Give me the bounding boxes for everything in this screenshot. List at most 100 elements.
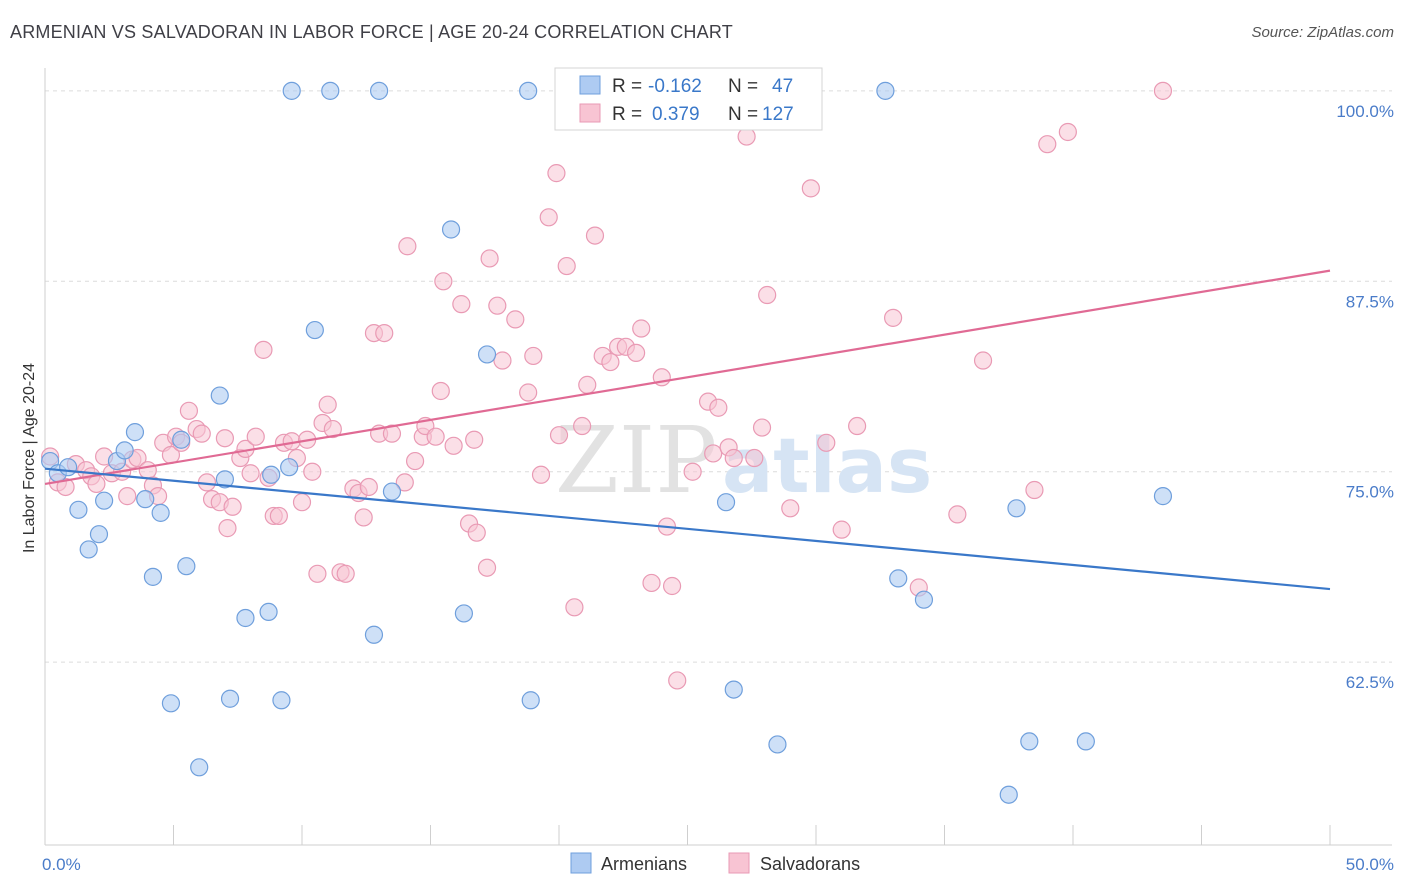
salvadorans-point <box>642 573 661 593</box>
armenians-r-label: R = <box>612 76 642 97</box>
armenians-point <box>280 458 299 477</box>
armenians-point <box>151 503 170 522</box>
armenians-point <box>172 430 191 449</box>
salvadorans-point <box>426 427 445 446</box>
x-tick-label: 50.0% <box>1346 855 1394 874</box>
salvadorans-point <box>973 351 993 370</box>
armenians-point <box>914 590 934 609</box>
armenians-n-label: N = <box>728 76 758 97</box>
salvadorans-point <box>405 451 425 471</box>
salvadorans-point <box>359 477 378 497</box>
armenians-point <box>889 569 908 588</box>
salvadorans-point <box>56 477 75 497</box>
armenians-point <box>382 482 402 501</box>
armenians-point <box>210 386 229 405</box>
stats-legend: R = -0.162 N = 47 R = 0.379 N = 127 <box>554 67 823 131</box>
armenians-point <box>370 81 389 100</box>
salvadorans-point <box>254 340 273 359</box>
salvadorans-point <box>192 424 211 443</box>
salvadorans-point <box>444 436 463 455</box>
salvadorans-point <box>573 416 592 436</box>
salvadorans-point <box>848 416 867 436</box>
salvadorans-point <box>477 558 497 577</box>
salvadorans-point <box>565 598 584 617</box>
armenians-point <box>161 694 181 713</box>
armenians-point <box>272 691 291 710</box>
armenians-point <box>1153 487 1173 506</box>
salvadorans-point <box>883 308 903 327</box>
salvadorans-point <box>395 473 414 492</box>
armenians-point <box>190 758 209 777</box>
salvadorans-point <box>303 462 322 481</box>
salvadorans-point <box>1038 135 1057 154</box>
salvadorans-r-label: R = <box>612 104 642 125</box>
armenians-point <box>59 458 78 477</box>
salvadorans-point <box>547 164 566 183</box>
armenians-trend-line <box>44 467 1331 591</box>
salvadorans-point <box>493 351 512 370</box>
armenians-point <box>441 220 461 239</box>
salvadorans-point <box>745 448 764 468</box>
armenians-point <box>519 81 538 100</box>
salvadorans-point <box>817 433 836 452</box>
salvadorans-point <box>524 346 543 366</box>
armenians-point <box>1020 732 1039 751</box>
armenians-point <box>95 491 114 510</box>
y-tick-label: 100.0% <box>1336 102 1394 121</box>
salvadorans-point <box>292 493 312 512</box>
salvadorans-point <box>375 323 394 343</box>
salvadorans-point <box>683 462 702 481</box>
y-axis-label: In Labor Force | Age 20-24 <box>21 363 38 553</box>
salvadorans-point <box>323 419 342 439</box>
salvadorans-point <box>724 448 743 468</box>
armenians-point <box>143 567 163 586</box>
armenians-point <box>69 500 88 519</box>
salvadorans-point <box>465 430 484 449</box>
salvadorans-point <box>218 519 237 538</box>
salvadorans-point <box>179 401 199 420</box>
salvadorans-point <box>531 465 551 484</box>
salvadorans-point <box>138 461 157 480</box>
salvadorans-n-label: N = <box>728 104 758 125</box>
salvadorans-point <box>709 398 728 417</box>
armenians-point <box>521 691 540 710</box>
salvadorans-point <box>336 564 355 583</box>
salvadorans-point <box>632 319 651 338</box>
salvadorans-point <box>539 208 558 227</box>
source-label: Source: ZipAtlas.com <box>1251 24 1394 41</box>
salvadorans-point <box>246 427 265 446</box>
salvadorans-point <box>519 383 538 402</box>
armenians-point <box>215 470 234 489</box>
salvadorans-point <box>87 474 106 494</box>
legend-salvadorans-swatch <box>728 852 750 874</box>
armenians-point <box>716 493 736 512</box>
salvadorans-point <box>480 249 499 268</box>
armenians-point <box>79 540 98 559</box>
armenians-point <box>364 625 384 644</box>
salvadorans-point <box>662 576 682 596</box>
armenians-point <box>999 785 1018 804</box>
trend-lines <box>44 269 1331 591</box>
salvadorans-point <box>781 499 800 518</box>
salvadorans-point <box>758 285 777 305</box>
armenians-point <box>115 441 134 460</box>
armenians-point <box>177 557 196 576</box>
salvadorans-point <box>601 352 620 372</box>
series-legend: Armenians Salvadorans <box>570 852 860 874</box>
armenians-point <box>321 81 340 100</box>
salvadorans-point <box>215 429 234 448</box>
legend-armenians-swatch <box>570 852 592 874</box>
armenians-point <box>136 490 155 509</box>
armenians-point <box>236 608 255 628</box>
salvadorans-r-value: 0.379 <box>652 104 700 125</box>
salvadorans-point <box>557 256 576 276</box>
salvadorans-point <box>1058 122 1077 142</box>
armenians-point <box>305 320 324 340</box>
salvadorans-point <box>549 426 569 445</box>
salvadorans-point <box>704 444 723 463</box>
salvadorans-point <box>948 505 967 524</box>
armenians-point <box>125 423 145 442</box>
salvadorans-point <box>241 464 260 483</box>
x-tick-label: 0.0% <box>42 855 81 874</box>
armenians-point <box>454 604 474 623</box>
